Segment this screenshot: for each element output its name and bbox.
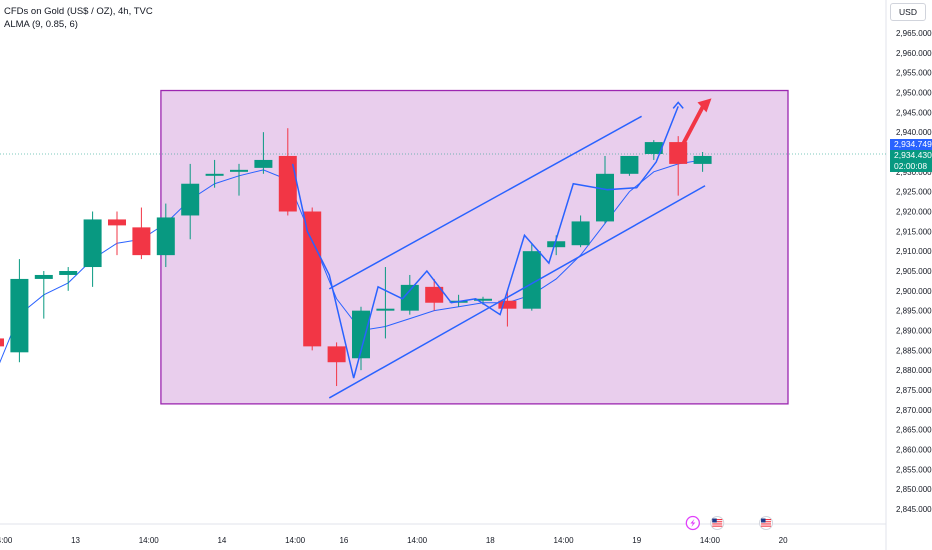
y-tick-label: 2,855.000 (896, 465, 932, 474)
candle-body (376, 308, 395, 311)
last-price-value: 2,934.749 (894, 139, 932, 149)
x-tick-label: 14:00 (0, 536, 13, 545)
candle-body (474, 298, 492, 301)
red-arrow-head[interactable] (697, 98, 712, 113)
red-arrow-shaft[interactable] (681, 103, 706, 147)
x-tick-label: 14:00 (139, 536, 160, 545)
flag-stripe (712, 521, 723, 523)
candle-body (59, 271, 78, 275)
y-tick-label: 2,925.000 (896, 188, 932, 197)
currency-button[interactable]: USD (890, 3, 926, 21)
candle-body (522, 251, 541, 309)
x-tick-label: 14:00 (285, 536, 306, 545)
candle-body (693, 155, 712, 164)
y-tick-label: 2,905.000 (896, 267, 932, 276)
x-tick-label: 16 (339, 536, 348, 545)
candle-body (108, 219, 126, 226)
x-tick-label: 18 (486, 536, 495, 545)
candle-body (156, 217, 175, 256)
y-tick-label: 2,955.000 (896, 69, 932, 78)
y-tick-label: 2,945.000 (896, 108, 932, 117)
y-tick-label: 2,880.000 (896, 366, 932, 375)
y-tick-label: 2,865.000 (896, 426, 932, 435)
y-tick-label: 2,860.000 (896, 446, 932, 455)
y-tick-label: 2,895.000 (896, 307, 932, 316)
flag-stripe (712, 519, 723, 521)
symbol-title: CFDs on Gold (US$ / OZ), 4h, TVC (4, 6, 153, 17)
candle-body (620, 155, 639, 174)
y-tick-label: 2,890.000 (896, 327, 932, 336)
flag-stripe (712, 525, 723, 527)
channel-upper-line[interactable] (328, 115, 642, 290)
candle-body (571, 221, 590, 246)
x-tick-label: 13 (71, 536, 80, 545)
candle-body (205, 173, 224, 176)
candle-body (10, 278, 29, 353)
chart-legend: CFDs on Gold (US$ / OZ), 4h, TVC ALMA (9… (4, 5, 153, 31)
candle-body (83, 219, 102, 268)
projection-zigzag-line[interactable] (291, 106, 679, 379)
candle-body (498, 300, 517, 309)
us-flag-icon[interactable] (710, 516, 725, 530)
candle-body (327, 346, 346, 363)
bar-countdown: 02:00:08 (894, 161, 928, 171)
y-tick-label: 2,915.000 (896, 227, 932, 236)
candle-body (596, 173, 614, 222)
candle-body (547, 241, 566, 248)
candle-body (0, 338, 4, 347)
mark-price-tag: 2,934.430 02:00:08 (890, 150, 932, 172)
alma-line (0, 159, 703, 364)
flag-stripe (761, 523, 772, 525)
y-tick-label: 2,910.000 (896, 247, 932, 256)
channel-lower-line[interactable] (328, 185, 706, 399)
y-tick-label: 2,850.000 (896, 485, 932, 494)
x-tick-label: 14:00 (407, 536, 428, 545)
y-tick-label: 2,950.000 (896, 89, 932, 98)
y-tick-label: 2,940.000 (896, 128, 932, 137)
indicator-title: ALMA (9, 0.85, 6) (4, 19, 78, 30)
candle-body (644, 142, 663, 154)
candle-body (278, 155, 297, 212)
y-tick-label: 2,960.000 (896, 49, 932, 58)
y-tick-label: 2,900.000 (896, 287, 932, 296)
x-tick-label: 20 (779, 536, 788, 545)
candle-body (303, 211, 322, 347)
range-zone-rectangle[interactable] (160, 89, 789, 405)
y-tick-label: 2,930.000 (896, 168, 932, 177)
candle-body (132, 227, 151, 256)
flag-canton (761, 518, 766, 523)
flag-stripe (761, 525, 772, 527)
x-tick-label: 14:00 (554, 536, 575, 545)
y-tick-label: 2,965.000 (896, 29, 932, 38)
candle-body (425, 286, 444, 303)
y-tick-label: 2,875.000 (896, 386, 932, 395)
candle-body (669, 142, 688, 164)
x-tick-label: 19 (632, 536, 641, 545)
y-tick-label: 2,845.000 (896, 505, 932, 514)
candle-body (352, 310, 370, 359)
y-tick-label: 2,870.000 (896, 406, 932, 415)
candle-body (230, 169, 248, 172)
flag-stripe (761, 519, 772, 521)
lightning-glyph (690, 519, 696, 527)
last-price-tag: 2,934.749 (890, 139, 932, 150)
x-tick-label: 14 (217, 536, 226, 545)
up-arrow-head (672, 101, 684, 109)
candle-body (400, 284, 419, 311)
flag-stripe (712, 523, 723, 525)
us-flag-icon[interactable] (759, 516, 774, 530)
candle-body (254, 159, 273, 168)
flag-stripe (761, 521, 772, 523)
x-tick-label: 14:00 (700, 536, 721, 545)
candle-body (34, 274, 53, 279)
candle-body (181, 183, 200, 216)
mark-price-value: 2,934.430 (894, 150, 932, 160)
y-tick-label: 2,920.000 (896, 208, 932, 217)
y-tick-label: 2,885.000 (896, 346, 932, 355)
flag-canton (712, 518, 717, 523)
